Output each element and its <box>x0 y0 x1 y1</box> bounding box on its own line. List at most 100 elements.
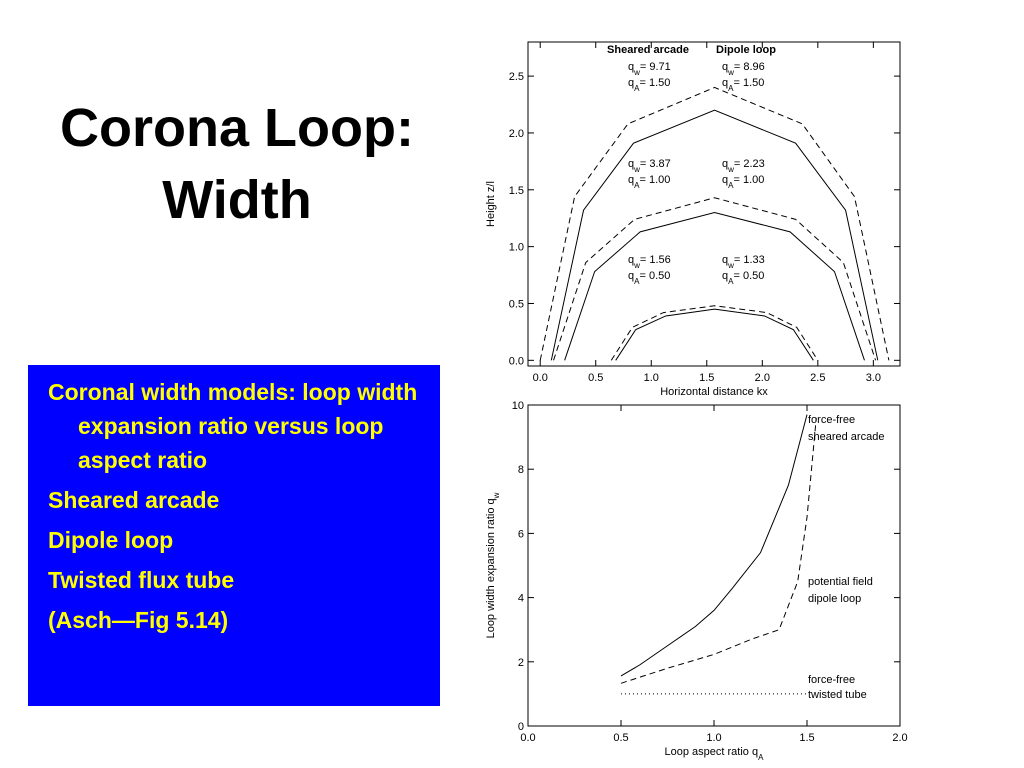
annotation-part: = 8.96 <box>734 61 765 73</box>
y-axis-label: Loop width expansion ratio qw <box>485 492 501 638</box>
annotation: twisted tube <box>808 689 867 701</box>
annotation-part: = 1.00 <box>733 174 764 186</box>
annotation-part: A <box>728 181 734 190</box>
bullet: (Asch—Fig 5.14) <box>48 607 229 633</box>
annotation-part: force-free <box>808 414 855 426</box>
annotation: qA= 0.50 <box>722 270 764 286</box>
y-axis-label: Height z/l <box>485 181 497 227</box>
annotation: qw= 1.56 <box>628 254 671 270</box>
annotation: dipole loop <box>808 593 861 605</box>
annotation-part: q <box>722 270 728 282</box>
annotation-part: = 3.87 <box>640 158 671 170</box>
annotation-part: = 0.50 <box>639 270 670 282</box>
annotation-part: = 1.50 <box>639 77 670 89</box>
annotation-part: A <box>634 181 640 190</box>
x-tick-label: 1.0 <box>706 732 721 744</box>
loop-curve <box>553 197 877 361</box>
annotation-part: twisted tube <box>808 689 867 701</box>
annotation-part: w <box>633 68 640 77</box>
y-tick-label: 8 <box>518 464 524 476</box>
annotation-part: q <box>722 254 728 266</box>
annotation-part: = 1.56 <box>640 254 671 266</box>
bullet: Dipole loop <box>48 527 174 553</box>
y-tick-label: 2 <box>518 657 524 669</box>
annotation: Sheared arcade <box>607 44 689 56</box>
annotation-part: q <box>628 174 634 186</box>
annotation-part: = 1.33 <box>734 254 765 266</box>
x-tick-label: 2.0 <box>892 732 907 744</box>
annotation: qA= 0.50 <box>628 270 670 286</box>
x-tick-label: 0.0 <box>533 372 548 384</box>
bullet: Coronal width models: loop width expansi… <box>48 379 418 473</box>
x-tick-label: 0.0 <box>520 732 535 744</box>
annotation-part: w <box>633 165 640 174</box>
y-tick-label: 10 <box>512 400 524 412</box>
annotation-part: q <box>722 77 728 89</box>
annotation-part: = 2.23 <box>734 158 765 170</box>
y-tick-label: 0 <box>518 721 524 733</box>
annotation-part: Sheared arcade <box>607 44 689 56</box>
annotation-part: = 0.50 <box>733 270 764 282</box>
annotation-part: w <box>633 261 640 270</box>
annotation-part: = 9.71 <box>640 61 671 73</box>
annotation: qA= 1.00 <box>628 174 670 190</box>
x-axis-label: Horizontal distance kx <box>660 386 768 398</box>
annotation: Dipole loop <box>716 44 776 56</box>
y-tick-label: 6 <box>518 528 524 540</box>
annotation-part: q <box>722 61 728 73</box>
x-tick-label: 3.0 <box>866 372 881 384</box>
annotation: sheared arcade <box>808 431 884 443</box>
y-tick-label: 0.5 <box>509 298 524 310</box>
title-line: Corona Loop: <box>60 98 414 158</box>
y-tick-label: 2.5 <box>509 71 524 83</box>
annotation-part: q <box>628 254 634 266</box>
x-tick-label: 2.0 <box>755 372 770 384</box>
annotation: qw= 2.23 <box>722 158 765 174</box>
y-axis-label-part: Height z/l <box>485 181 497 227</box>
annotation: qw= 8.96 <box>722 61 765 77</box>
x-tick-label: 1.0 <box>644 372 659 384</box>
annotation-part: dipole loop <box>808 593 861 605</box>
y-axis-label-part: w <box>492 492 501 499</box>
annotation-part: q <box>628 158 634 170</box>
annotation-part: A <box>728 84 734 93</box>
annotation: force-free <box>808 414 855 426</box>
annotation-part: q <box>628 77 634 89</box>
annotation-part: w <box>727 68 734 77</box>
loop-curve <box>539 86 890 361</box>
annotation: qw= 9.71 <box>628 61 671 77</box>
bullet: Sheared arcade <box>48 487 220 513</box>
annotation: qA= 1.50 <box>722 77 764 93</box>
x-axis-label-part: Horizontal distance kx <box>660 386 768 398</box>
annotation-part: q <box>628 270 634 282</box>
annotation-part: q <box>722 174 728 186</box>
annotation: qw= 1.33 <box>722 254 765 270</box>
bullet: Twisted flux tube <box>48 567 235 593</box>
annotation-part: w <box>727 165 734 174</box>
slide-title: Corona Loop: Width <box>0 92 474 236</box>
annotation-part: sheared arcade <box>808 431 884 443</box>
annotation-part: Dipole loop <box>716 44 776 56</box>
x-axis-label-part: Loop aspect ratio q <box>665 746 759 758</box>
annotation-part: q <box>722 158 728 170</box>
annotation-part: q <box>628 61 634 73</box>
x-tick-label: 2.5 <box>810 372 825 384</box>
y-tick-label: 1.0 <box>509 242 524 254</box>
x-axis-label-part: A <box>758 753 764 762</box>
annotation-part: potential field <box>808 576 873 588</box>
text-box: Coronal width models: loop width expansi… <box>28 365 440 706</box>
y-tick-label: 0.0 <box>509 355 524 367</box>
annotation: qA= 1.00 <box>722 174 764 190</box>
annotation: qA= 1.50 <box>628 77 670 93</box>
y-tick-label: 2.0 <box>509 128 524 140</box>
y-tick-label: 1.5 <box>509 185 524 197</box>
y-axis-label-part: Loop width expansion ratio q <box>485 498 497 638</box>
loop-curve <box>564 212 865 361</box>
annotation: qw= 3.87 <box>628 158 671 174</box>
annotation-part: A <box>634 84 640 93</box>
x-tick-label: 0.5 <box>613 732 628 744</box>
annotation-part: A <box>728 277 734 286</box>
annotation-part: = 1.00 <box>639 174 670 186</box>
loop-curve <box>610 305 819 361</box>
